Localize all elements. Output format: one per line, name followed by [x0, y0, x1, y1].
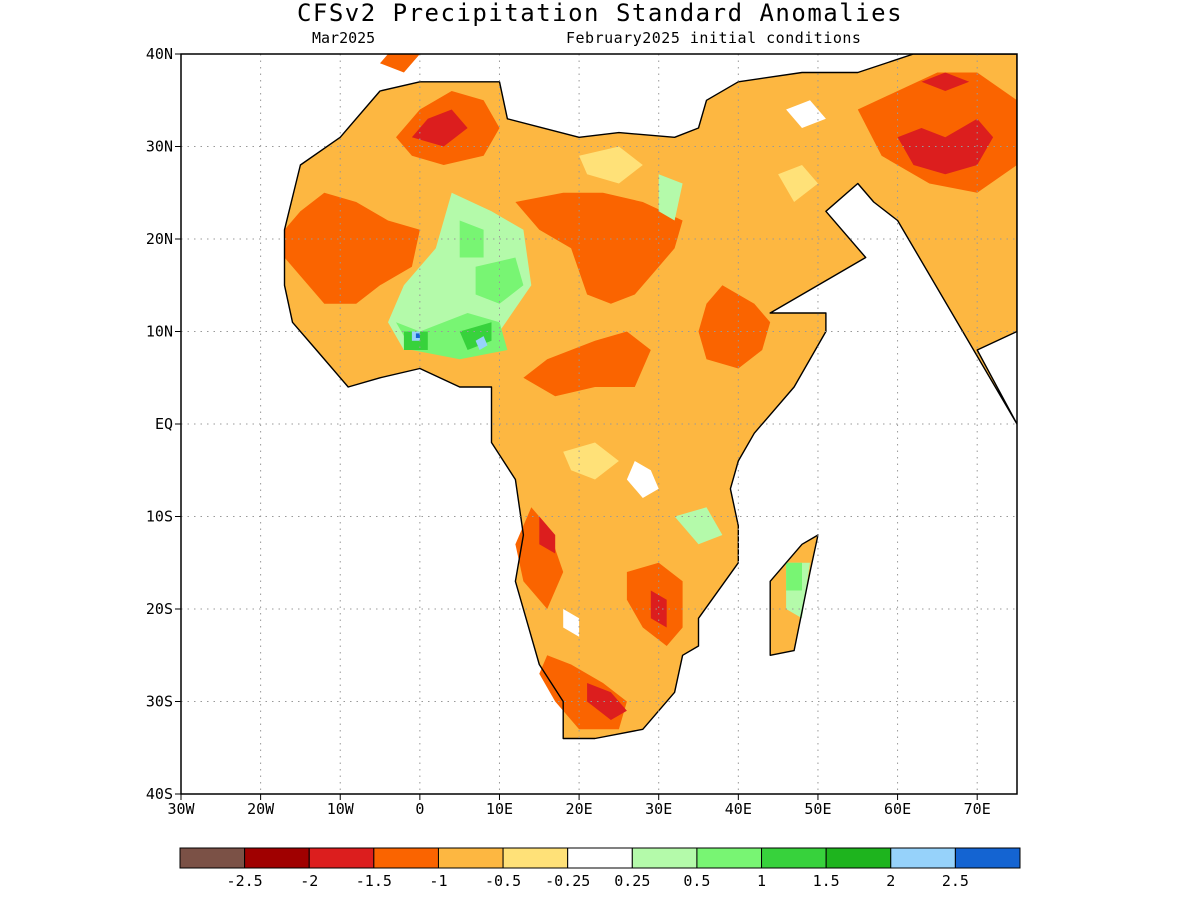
anomaly-region-22 — [786, 100, 826, 128]
anomaly-region-15 — [897, 118, 994, 175]
anomaly-region-21 — [626, 461, 659, 498]
colorbar-swatch-2 — [308, 847, 375, 869]
colorbar-label-1: -2 — [300, 872, 318, 890]
lat-label-4: EQ — [155, 415, 173, 433]
anomaly-region-29 — [475, 257, 524, 304]
colorbar-swatch-9 — [761, 847, 827, 869]
lon-label-10: 70E — [964, 800, 991, 818]
colorbar-swatch-11 — [890, 847, 956, 869]
anomaly-region-7 — [515, 507, 564, 609]
lon-label-1: 20W — [247, 800, 275, 818]
gridlines — [181, 54, 1017, 794]
anomaly-region-20 — [778, 165, 818, 202]
anomaly-region-19 — [563, 442, 619, 480]
colorbar-swatch-1 — [244, 847, 310, 869]
lat-label-3: 10N — [146, 323, 173, 341]
colorbar-label-0: -2.5 — [227, 872, 263, 890]
anomaly-region-5 — [698, 285, 771, 369]
colorbar-label-4: -0.5 — [485, 872, 521, 890]
lon-label-3: 0 — [415, 800, 424, 818]
anomaly-region-16 — [921, 72, 970, 91]
colorbar-swatch-12 — [954, 847, 1021, 869]
colorbar-swatch-8 — [696, 847, 763, 869]
colorbar-label-6: 0.25 — [614, 872, 650, 890]
lat-label-5: 10S — [146, 508, 173, 526]
lat-label-7: 30S — [146, 693, 173, 711]
colorbar-swatch-0 — [179, 847, 246, 869]
anomaly-region-2 — [284, 192, 420, 304]
lon-label-6: 30E — [645, 800, 672, 818]
colorbar-swatch-5 — [502, 847, 569, 869]
anomaly-region-6 — [523, 331, 651, 397]
colorbar-label-9: 1.5 — [813, 872, 840, 890]
lon-label-8: 50E — [804, 800, 831, 818]
anomaly-region-28 — [459, 220, 484, 258]
anomaly-region-18 — [579, 146, 643, 184]
lat-label-2: 20N — [146, 230, 173, 248]
lon-label-0: 30W — [167, 800, 195, 818]
anomaly-region-12 — [411, 109, 468, 147]
anomaly-fields — [284, 54, 1017, 739]
initial-conditions: February2025 initial conditions — [566, 29, 862, 47]
colorbar-swatch-7 — [631, 847, 698, 869]
anomaly-region-13 — [587, 683, 627, 720]
colorbar-label-3: -1 — [429, 872, 447, 890]
anomaly-region-36 — [415, 333, 420, 338]
colorbar-label-5: -0.25 — [545, 872, 590, 890]
colorbar-label-10: 2 — [886, 872, 895, 890]
anomaly-region-26 — [674, 507, 723, 545]
anomaly-region-31 — [786, 562, 802, 591]
lon-label-7: 40E — [725, 800, 752, 818]
anomaly-region-23 — [563, 609, 580, 637]
anomaly-region-4 — [515, 192, 683, 304]
coastline-outline-1 — [769, 534, 819, 656]
anomaly-region-25 — [658, 174, 683, 221]
lon-label-2: 10W — [327, 800, 355, 818]
colorbar-swatch-10 — [825, 847, 892, 869]
lat-label-8: 40S — [146, 785, 173, 803]
colorbar-swatch-3 — [373, 847, 439, 869]
anomaly-region-11 — [380, 54, 420, 73]
colorbar-swatch-4 — [437, 847, 504, 869]
colorbar-label-7: 0.5 — [683, 872, 710, 890]
lon-label-5: 20E — [566, 800, 593, 818]
lat-label-0: 40N — [146, 45, 173, 63]
anomaly-region-17 — [539, 516, 556, 554]
anomaly-region-14 — [650, 590, 667, 628]
colorbar-label-8: 1 — [757, 872, 766, 890]
map-title: CFSv2 Precipitation Standard Anomalies — [296, 0, 904, 27]
colorbar-swatch-6 — [567, 847, 633, 869]
forecast-month: Mar2025 — [312, 29, 376, 47]
colorbar: -2.5 -2 -1.5 -1 -0.5 -0.25 0.25 0.5 1 1.5 2 2.5 — [179, 847, 1021, 890]
anomaly-region-35 — [475, 336, 488, 350]
colorbar-label-2: -1.5 — [356, 872, 392, 890]
colorbar-label-11: 2.5 — [942, 872, 969, 890]
lat-label-1: 30N — [146, 138, 173, 156]
lon-label-9: 60E — [884, 800, 911, 818]
lon-label-4: 10E — [486, 800, 513, 818]
anomaly-region-24 — [388, 192, 532, 350]
lat-label-6: 20S — [146, 600, 173, 618]
